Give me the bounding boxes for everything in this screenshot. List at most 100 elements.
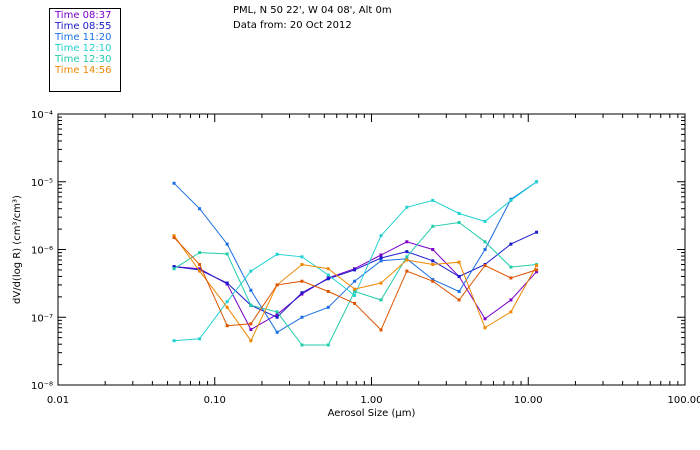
- series-7-point: [483, 264, 487, 268]
- series-5-point: [275, 310, 279, 314]
- series-6-point: [405, 258, 409, 262]
- series-6-point: [249, 339, 253, 343]
- series-3-point: [379, 259, 383, 263]
- series-7-point: [300, 279, 304, 283]
- series-7-point: [172, 236, 176, 240]
- series-6-point: [300, 263, 304, 267]
- series-4-point: [249, 269, 253, 273]
- series-6-point: [535, 264, 539, 268]
- x-tick-label: 0.01: [47, 395, 69, 406]
- series-7-point: [249, 322, 253, 326]
- y-tick-label: 10⁻⁸: [31, 381, 53, 392]
- series-1-point: [483, 317, 487, 321]
- series-4-point: [509, 198, 513, 202]
- series-7-point: [405, 269, 409, 273]
- series-5-point: [457, 221, 461, 225]
- series-1-point: [249, 327, 253, 331]
- series-5-point: [172, 267, 176, 271]
- series-3-point: [431, 278, 435, 282]
- series-5-point: [300, 343, 304, 347]
- series-4-point: [300, 255, 304, 259]
- series-6-point: [457, 260, 461, 264]
- series-6-point: [431, 263, 435, 267]
- series-2-point: [275, 315, 279, 319]
- y-tick-label: 10⁻⁵: [31, 178, 53, 189]
- series-4-point: [405, 205, 409, 209]
- series-5-point: [353, 289, 357, 293]
- series-3-point: [172, 181, 176, 185]
- series-4-point: [379, 234, 383, 238]
- series-2-point: [509, 242, 513, 246]
- series-7-point: [535, 268, 539, 272]
- series-2-point: [353, 268, 357, 272]
- series-7-point: [431, 279, 435, 283]
- series-4-point: [483, 219, 487, 223]
- x-axis-label: Aerosol Size (µm): [328, 408, 416, 419]
- series-4-point: [326, 273, 330, 277]
- series-2-point: [300, 291, 304, 295]
- series-5-point: [483, 240, 487, 244]
- series-3-point: [225, 242, 229, 246]
- series-3-point: [353, 279, 357, 283]
- series-1-point: [275, 312, 279, 316]
- series-7-point: [225, 324, 229, 328]
- series-5-point: [405, 255, 409, 259]
- y-tick-label: 10⁻⁴: [31, 110, 53, 121]
- series-5-point: [379, 298, 383, 302]
- y-tick-label: 10⁻⁶: [31, 246, 53, 257]
- legend-entry: Time 08:55: [55, 21, 112, 32]
- series-7-point: [509, 276, 513, 280]
- series-1-point: [405, 240, 409, 244]
- series-3-point: [326, 305, 330, 309]
- series-4-point: [198, 337, 202, 341]
- series-2-point: [225, 281, 229, 285]
- series-2-point: [431, 259, 435, 263]
- y-axis-label: dV/d(log R) (cm³/cm³): [12, 195, 23, 304]
- series-7-point: [457, 298, 461, 302]
- series-7-point: [353, 301, 357, 305]
- series-4-point: [457, 211, 461, 215]
- series-4-point: [431, 198, 435, 202]
- series-2-point: [326, 277, 330, 281]
- series-7-point: [379, 328, 383, 332]
- series-6-point: [326, 267, 330, 271]
- x-tick-label: 1.00: [360, 395, 382, 406]
- series-3-point: [275, 330, 279, 334]
- legend-entry: Time 12:10: [55, 43, 112, 54]
- legend-entry: Time 14:56: [55, 65, 112, 76]
- series-3-point: [457, 289, 461, 293]
- series-4-point: [172, 339, 176, 343]
- series-2-point: [457, 274, 461, 278]
- legend-entry: Time 11:20: [55, 32, 112, 43]
- x-tick-label: 0.10: [204, 395, 226, 406]
- series-6-point: [198, 269, 202, 273]
- series-5-point: [431, 224, 435, 228]
- series-1-point: [535, 270, 539, 274]
- series-2-point: [379, 256, 383, 260]
- series-6-point: [172, 234, 176, 238]
- series-4-point: [275, 252, 279, 256]
- series-3-point: [198, 207, 202, 211]
- plot-frame: [57, 113, 686, 386]
- series-2-point: [405, 250, 409, 254]
- series-4-point: [535, 180, 539, 184]
- series-1-point: [509, 298, 513, 302]
- series-4-point: [225, 300, 229, 304]
- series-5-point: [326, 343, 330, 347]
- series-2-point: [535, 230, 539, 234]
- series-2-point: [172, 265, 176, 269]
- series-5-point: [509, 265, 513, 269]
- series-line-4: [174, 181, 537, 342]
- series-6-point: [509, 310, 513, 314]
- series-3-point: [249, 288, 253, 292]
- series-4-point: [353, 293, 357, 297]
- series-1-point: [379, 253, 383, 257]
- legend-entry: Time 08:37: [55, 10, 112, 21]
- series-5-point: [249, 303, 253, 307]
- series-1-point: [431, 248, 435, 251]
- x-tick-label: 100.00: [668, 395, 700, 406]
- x-tick-label: 10.00: [514, 395, 543, 406]
- series-6-point: [225, 305, 229, 309]
- series-7-point: [198, 263, 202, 267]
